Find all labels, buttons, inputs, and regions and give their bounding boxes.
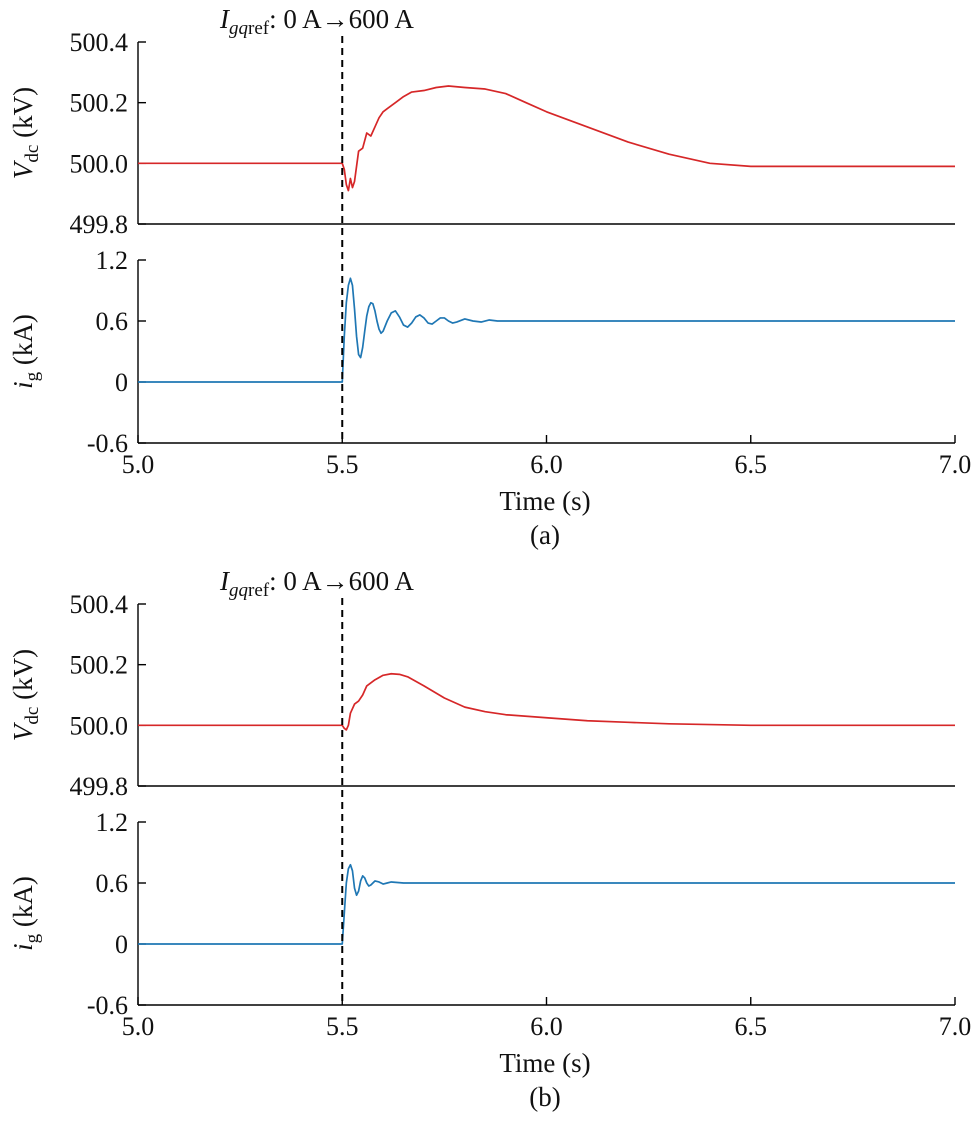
vdc-y-axis-label: Vdc (kV) bbox=[8, 649, 43, 741]
ig-y-tick-label: -0.6 bbox=[87, 429, 128, 458]
x-tick-label: 6.5 bbox=[735, 450, 768, 479]
x-tick-label: 5.0 bbox=[122, 1012, 155, 1041]
ig-y-axis-label: ig (kA) bbox=[8, 876, 43, 951]
step-annotation: Igqref: 0 A→600 A bbox=[219, 566, 414, 601]
ig-y-tick-label: 0 bbox=[115, 930, 128, 959]
x-tick-label: 6.0 bbox=[530, 450, 563, 479]
panel-b: 500.4 500.2 500.0 499.8 Vdc (kV) 1.2 0.6 0 -0.6 i… bbox=[8, 566, 971, 1112]
panel-a: 500.4 500.2 500.0 499.8 Vdc (kV) 1.2 0.6 0 -0.6 i… bbox=[8, 4, 971, 550]
vdc-series-line bbox=[138, 672, 955, 731]
vdc-y-tick-label: 499.8 bbox=[70, 772, 129, 801]
ig-series-line bbox=[138, 277, 955, 383]
vdc-subplot: 500.4 500.2 500.0 499.8 Vdc (kV) bbox=[8, 590, 955, 801]
vdc-y-tick-label: 500.0 bbox=[70, 711, 129, 740]
ig-y-tick-label: 0.6 bbox=[96, 869, 129, 898]
ig-subplot: 1.2 0.6 0 -0.6 ig (kA) bbox=[8, 808, 955, 1020]
x-tick-label: 7.0 bbox=[939, 1012, 972, 1041]
vdc-y-axis-label: Vdc (kV) bbox=[8, 87, 43, 179]
step-annotation: Igqref: 0 A→600 A bbox=[219, 4, 414, 39]
x-tick-label: 5.5 bbox=[326, 1012, 359, 1041]
panel-label: (a) bbox=[530, 520, 560, 550]
vdc-y-tick-label: 500.4 bbox=[70, 28, 129, 57]
ig-y-tick-label: 1.2 bbox=[96, 808, 129, 837]
vdc-y-tick-label: 500.0 bbox=[70, 149, 129, 178]
x-tick-label: 5.5 bbox=[326, 450, 359, 479]
ig-y-tick-label: -0.6 bbox=[87, 991, 128, 1020]
ig-subplot: 1.2 0.6 0 -0.6 ig (kA) bbox=[8, 246, 955, 458]
vdc-y-tick-label: 499.8 bbox=[70, 210, 129, 239]
vdc-series-line bbox=[138, 85, 955, 192]
vdc-subplot: 500.4 500.2 500.0 499.8 Vdc (kV) bbox=[8, 28, 955, 239]
x-tick-label: 5.0 bbox=[122, 450, 155, 479]
vdc-y-tick-label: 500.2 bbox=[70, 651, 129, 680]
x-tick-label: 6.0 bbox=[530, 1012, 563, 1041]
x-tick-label: 7.0 bbox=[939, 450, 972, 479]
panel-label: (b) bbox=[529, 1082, 560, 1112]
x-tick-label: 6.5 bbox=[735, 1012, 768, 1041]
vdc-y-tick-label: 500.2 bbox=[70, 89, 129, 118]
vdc-y-tick-label: 500.4 bbox=[70, 590, 129, 619]
ig-y-axis-label: ig (kA) bbox=[8, 314, 43, 389]
ig-series-line bbox=[138, 863, 955, 945]
x-axis-label: Time (s) bbox=[499, 1048, 590, 1078]
ig-y-tick-label: 0 bbox=[115, 368, 128, 397]
ig-y-tick-label: 0.6 bbox=[96, 307, 129, 336]
ig-y-tick-label: 1.2 bbox=[96, 246, 129, 275]
x-axis-label: Time (s) bbox=[499, 486, 590, 516]
